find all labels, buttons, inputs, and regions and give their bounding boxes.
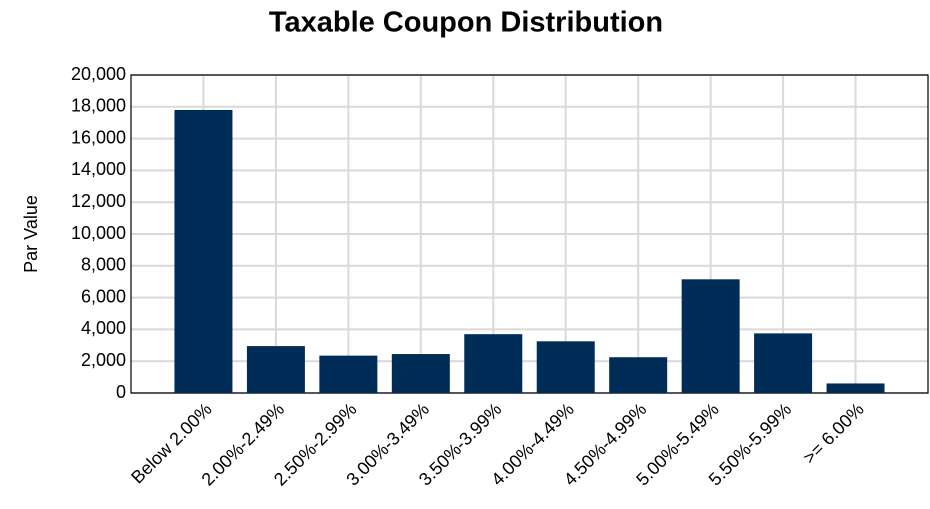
bar (391, 354, 450, 393)
bar (754, 333, 813, 393)
bar (464, 334, 523, 393)
x-tick-label: >= 6.00% (799, 399, 868, 468)
bar (174, 109, 233, 393)
y-tick-label: 2,000 (81, 350, 126, 370)
y-tick-label: 12,000 (71, 191, 126, 211)
bar (246, 346, 305, 393)
bar (536, 341, 595, 393)
y-axis-label: Par Value (21, 195, 41, 273)
y-tick-label: 8,000 (81, 255, 126, 275)
bar (681, 279, 740, 393)
y-tick-label: 4,000 (81, 318, 126, 338)
bar (319, 355, 378, 393)
plot-frame (130, 74, 929, 394)
y-tick-label: 10,000 (71, 223, 126, 243)
y-tick-label: 6,000 (81, 286, 126, 306)
y-tick-label: 20,000 (71, 64, 126, 84)
y-tick-label: 18,000 (71, 96, 126, 116)
y-tick-label: 0 (116, 382, 126, 402)
y-tick-label: 16,000 (71, 127, 126, 147)
chart-title: Taxable Coupon Distribution (269, 7, 663, 39)
y-tick-label: 14,000 (71, 159, 126, 179)
bar (826, 383, 885, 393)
bar (609, 357, 668, 393)
